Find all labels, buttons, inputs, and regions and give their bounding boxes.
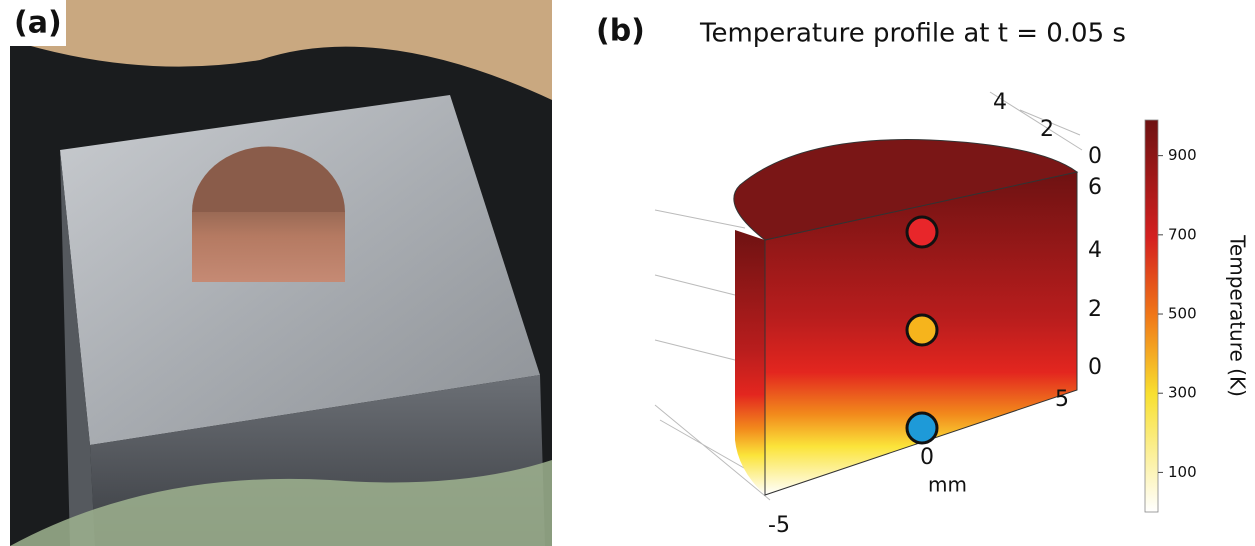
colorbar-tick-label: 100 xyxy=(1168,463,1197,481)
axis-tick-label: -5 xyxy=(768,513,790,538)
probe-marker xyxy=(905,411,939,445)
axis-tick-label: 6 xyxy=(1088,175,1102,200)
colorbar-ticks: 100 300 500 700 900 xyxy=(1158,146,1197,481)
axis-tick-label: 2 xyxy=(1040,117,1054,142)
axis-unit: mm xyxy=(928,473,967,497)
axes-box xyxy=(654,91,1083,501)
axis-tick-label: 0 xyxy=(1088,144,1102,169)
colorbar-tick-label: 700 xyxy=(1168,225,1197,243)
colorbar xyxy=(1144,119,1159,513)
colorbar-label: Temperature (K) xyxy=(1226,234,1250,397)
colorbar-tick-label: 900 xyxy=(1168,146,1197,164)
colorbar-tick-label: 500 xyxy=(1168,305,1197,323)
probe-marker xyxy=(905,313,939,347)
axis-tick-label: 2 xyxy=(1088,297,1102,322)
probe-marker xyxy=(905,215,939,249)
colorbar-tick-label: 300 xyxy=(1168,384,1197,402)
axis-tick-label: 0 xyxy=(1088,355,1102,380)
panel-label: (b) xyxy=(596,14,645,49)
plot-title: Temperature profile at t = 0.05 s xyxy=(699,19,1126,49)
axis-tick-label: 5 xyxy=(1055,387,1069,412)
cylinder xyxy=(733,139,1079,496)
panel-label: (a) xyxy=(14,6,62,41)
photo xyxy=(10,0,552,546)
axis-tick-label: 4 xyxy=(993,90,1007,115)
axis-tick-label: 4 xyxy=(1088,238,1102,263)
axis-tick-label: 0 xyxy=(920,445,934,470)
